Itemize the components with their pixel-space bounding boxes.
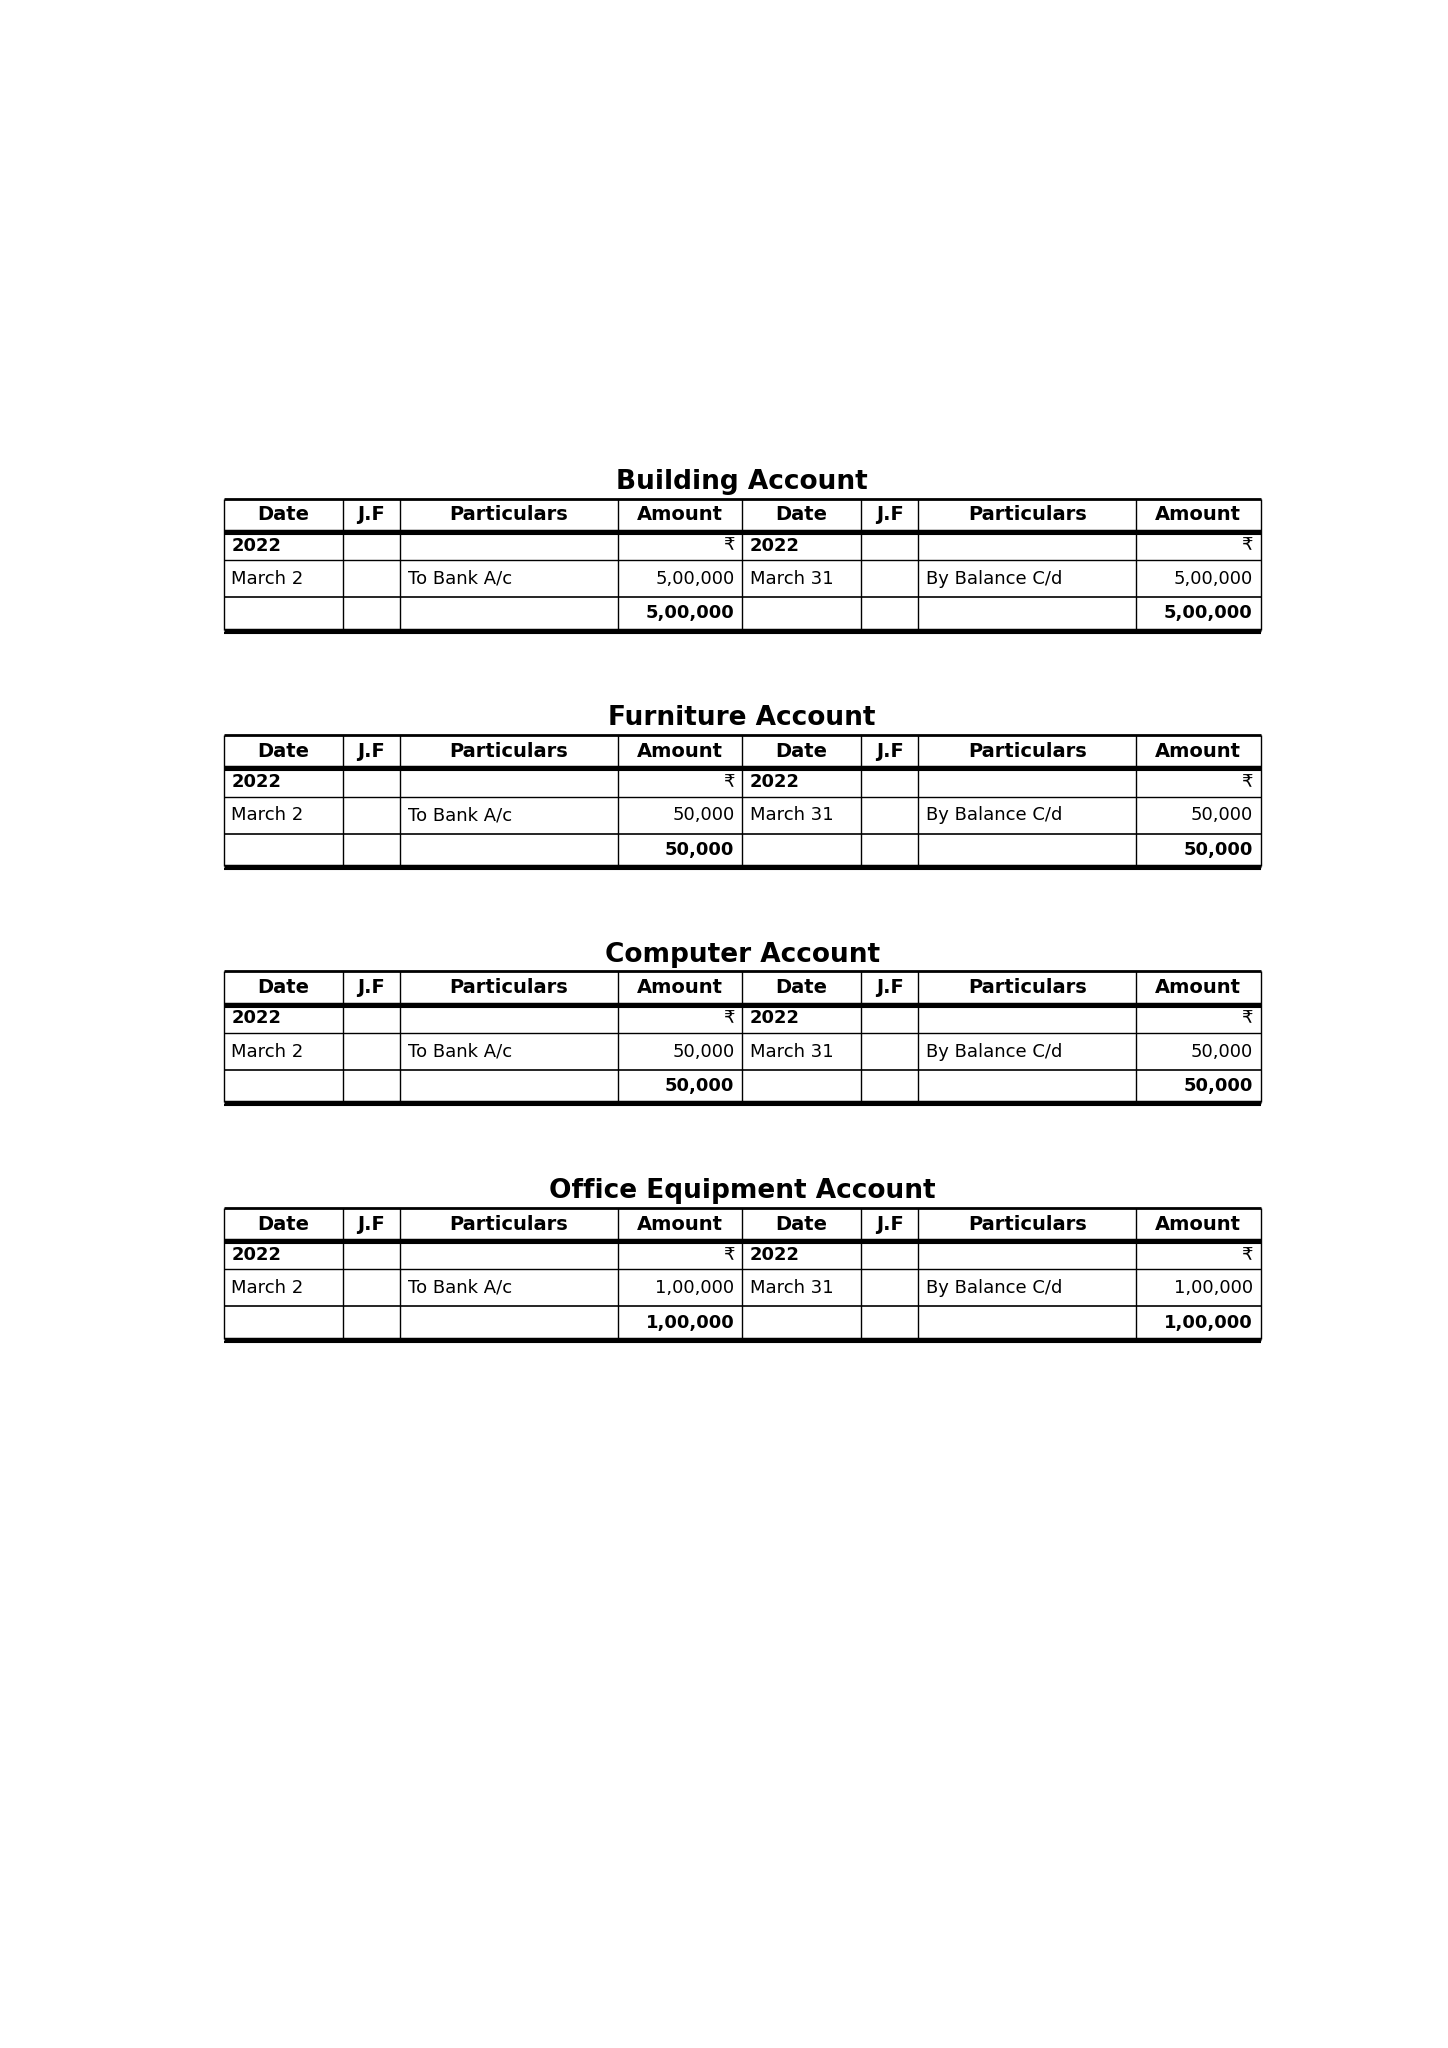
Text: Date: Date (776, 741, 828, 760)
Text: To Bank A/c: To Bank A/c (408, 807, 511, 823)
Text: March 31: March 31 (750, 1042, 834, 1061)
Text: Particulars: Particulars (967, 741, 1086, 760)
Text: Amount: Amount (637, 741, 723, 760)
Text: 50,000: 50,000 (1183, 842, 1253, 858)
Text: 2022: 2022 (750, 537, 799, 555)
Text: March 2: March 2 (232, 1278, 304, 1296)
Text: March 2: March 2 (232, 1042, 304, 1061)
Text: Date: Date (258, 1214, 310, 1233)
Text: 2022: 2022 (232, 537, 281, 555)
Text: Particulars: Particulars (967, 979, 1086, 997)
Text: To Bank A/c: To Bank A/c (408, 569, 511, 588)
Text: J.F: J.F (358, 506, 385, 524)
Text: Date: Date (258, 741, 310, 760)
Text: Particulars: Particulars (967, 506, 1086, 524)
Text: 50,000: 50,000 (665, 842, 734, 858)
Text: 50,000: 50,000 (672, 807, 734, 823)
Text: 2022: 2022 (232, 772, 281, 791)
Text: ₹: ₹ (723, 1245, 734, 1264)
Text: Date: Date (776, 506, 828, 524)
Text: ₹: ₹ (723, 772, 734, 791)
Text: J.F: J.F (358, 979, 385, 997)
Text: 1,00,000: 1,00,000 (1174, 1278, 1253, 1296)
Text: Amount: Amount (637, 506, 723, 524)
Text: ₹: ₹ (1241, 772, 1253, 791)
Text: 5,00,000: 5,00,000 (654, 569, 734, 588)
Text: March 31: March 31 (750, 569, 834, 588)
Text: Amount: Amount (637, 979, 723, 997)
Text: 5,00,000: 5,00,000 (646, 604, 734, 623)
Text: J.F: J.F (876, 1214, 904, 1233)
Text: J.F: J.F (876, 506, 904, 524)
Text: J.F: J.F (876, 979, 904, 997)
Text: Particulars: Particulars (449, 1214, 568, 1233)
Text: 1,00,000: 1,00,000 (1164, 1313, 1253, 1331)
Text: Date: Date (258, 506, 310, 524)
Text: 2022: 2022 (750, 772, 799, 791)
Text: 50,000: 50,000 (1190, 807, 1253, 823)
Text: Building Account: Building Account (617, 469, 867, 496)
Text: 50,000: 50,000 (665, 1077, 734, 1096)
Text: 2022: 2022 (232, 1010, 281, 1028)
Text: 5,00,000: 5,00,000 (1173, 569, 1253, 588)
Text: Computer Account: Computer Account (604, 942, 880, 967)
Text: 2022: 2022 (750, 1010, 799, 1028)
Text: By Balance C/d: By Balance C/d (927, 569, 1063, 588)
Text: March 2: March 2 (232, 569, 304, 588)
Text: J.F: J.F (876, 741, 904, 760)
Text: Amount: Amount (1156, 979, 1241, 997)
Text: Particulars: Particulars (449, 979, 568, 997)
Text: 50,000: 50,000 (1183, 1077, 1253, 1096)
Text: 2022: 2022 (750, 1245, 799, 1264)
Text: Date: Date (258, 979, 310, 997)
Text: Amount: Amount (1156, 1214, 1241, 1233)
Text: ₹: ₹ (1241, 1245, 1253, 1264)
Text: ₹: ₹ (723, 537, 734, 555)
Text: Date: Date (776, 979, 828, 997)
Text: 2022: 2022 (232, 1245, 281, 1264)
Text: Particulars: Particulars (967, 1214, 1086, 1233)
Text: March 31: March 31 (750, 807, 834, 823)
Text: Particulars: Particulars (449, 741, 568, 760)
Text: 1,00,000: 1,00,000 (656, 1278, 734, 1296)
Text: March 31: March 31 (750, 1278, 834, 1296)
Text: 50,000: 50,000 (672, 1042, 734, 1061)
Text: Amount: Amount (1156, 506, 1241, 524)
Text: Amount: Amount (637, 1214, 723, 1233)
Text: By Balance C/d: By Balance C/d (927, 807, 1063, 823)
Text: J.F: J.F (358, 1214, 385, 1233)
Text: ₹: ₹ (1241, 537, 1253, 555)
Text: By Balance C/d: By Balance C/d (927, 1278, 1063, 1296)
Text: To Bank A/c: To Bank A/c (408, 1278, 511, 1296)
Text: Date: Date (776, 1214, 828, 1233)
Text: Office Equipment Account: Office Equipment Account (549, 1178, 935, 1204)
Text: By Balance C/d: By Balance C/d (927, 1042, 1063, 1061)
Text: Furniture Account: Furniture Account (608, 705, 876, 731)
Text: 50,000: 50,000 (1190, 1042, 1253, 1061)
Text: Amount: Amount (1156, 741, 1241, 760)
Text: Particulars: Particulars (449, 506, 568, 524)
Text: 1,00,000: 1,00,000 (646, 1313, 734, 1331)
Text: ₹: ₹ (1241, 1010, 1253, 1028)
Text: J.F: J.F (358, 741, 385, 760)
Text: ₹: ₹ (723, 1010, 734, 1028)
Text: March 2: March 2 (232, 807, 304, 823)
Text: To Bank A/c: To Bank A/c (408, 1042, 511, 1061)
Text: 5,00,000: 5,00,000 (1164, 604, 1253, 623)
